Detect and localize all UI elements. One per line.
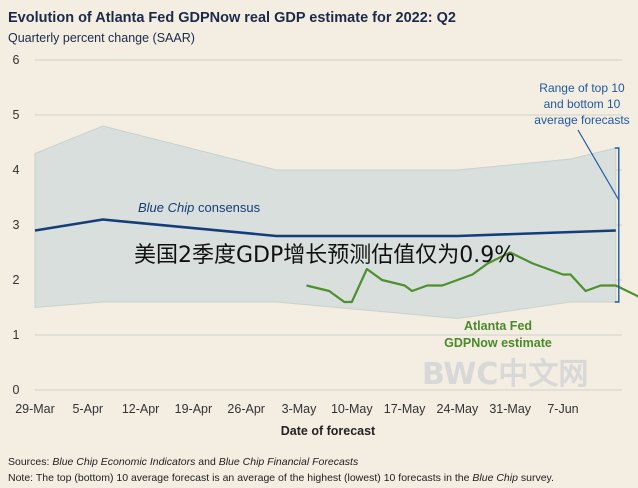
sources-line: Sources: Blue Chip Economic Indicators a… bbox=[8, 456, 359, 468]
x-axis: 29-Mar 5-Apr 12-Apr 19-Apr 26-Apr 3-May 10-May… bbox=[15, 402, 578, 416]
sources-label: Sources: bbox=[8, 456, 49, 468]
x-tick-label: 17-May bbox=[384, 402, 426, 416]
note-line: Note: The top (bottom) 10 average foreca… bbox=[8, 472, 554, 484]
note-end: survey. bbox=[518, 472, 554, 484]
blue-chip-label: Blue Chip consensus bbox=[138, 200, 261, 215]
x-tick-label: 19-Apr bbox=[175, 402, 213, 416]
headline-overlay: 美国2季度GDP增长预测估值仅为0.9% bbox=[134, 243, 515, 268]
range-pointer-line bbox=[577, 129, 620, 201]
sources-and: and bbox=[195, 456, 218, 468]
note-label: Note: bbox=[8, 472, 33, 484]
x-tick-label: 10-May bbox=[331, 402, 373, 416]
chart-title: Evolution of Atlanta Fed GDPNow real GDP… bbox=[8, 10, 456, 26]
x-tick-label: 3-May bbox=[282, 402, 317, 416]
y-tick-label: 0 bbox=[13, 383, 20, 397]
range-annotation-line1: Range of top 10 bbox=[539, 81, 625, 95]
y-axis: 0 1 2 3 4 5 6 bbox=[13, 53, 20, 397]
range-annotation-line3: average forecasts bbox=[534, 113, 629, 127]
note-text: The top (bottom) 10 average forecast is … bbox=[33, 472, 472, 484]
watermark: BWC中文网 bbox=[422, 357, 588, 392]
y-tick-label: 4 bbox=[13, 163, 20, 177]
series-line-gdpnow bbox=[306, 251, 638, 304]
range-bracket bbox=[614, 147, 620, 303]
y-tick-label: 6 bbox=[13, 53, 20, 67]
series-group bbox=[34, 218, 638, 304]
series-line-blue-chip bbox=[34, 218, 616, 238]
gdpnow-label-line2: GDPNow estimate bbox=[444, 336, 552, 350]
x-tick-label: 31-May bbox=[489, 402, 531, 416]
blue-chip-label-suffix: consensus bbox=[194, 200, 260, 215]
x-axis-label: Date of forecast bbox=[281, 424, 376, 438]
sources-title-2: Blue Chip Financial Forecasts bbox=[219, 456, 359, 468]
x-tick-label: 26-Apr bbox=[227, 402, 265, 416]
range-annotation-line2: and bottom 10 bbox=[544, 97, 621, 111]
x-tick-label: 5-Apr bbox=[73, 402, 104, 416]
chart-subtitle: Quarterly percent change (SAAR) bbox=[8, 31, 195, 45]
y-tick-label: 2 bbox=[13, 273, 20, 287]
y-tick-label: 1 bbox=[13, 328, 20, 342]
y-tick-label: 5 bbox=[13, 108, 20, 122]
blue-chip-label-italic: Blue Chip bbox=[138, 200, 194, 215]
x-tick-label: 7-Jun bbox=[547, 402, 578, 416]
x-tick-label: 24-May bbox=[437, 402, 479, 416]
gdpnow-label-line1: Atlanta Fed bbox=[464, 319, 532, 333]
sources-title-1: Blue Chip Economic Indicators bbox=[52, 456, 196, 468]
x-tick-label: 12-Apr bbox=[122, 402, 160, 416]
x-tick-label: 29-Mar bbox=[15, 402, 55, 416]
y-tick-label: 3 bbox=[13, 218, 20, 232]
note-blue-chip: Blue Chip bbox=[472, 472, 518, 484]
